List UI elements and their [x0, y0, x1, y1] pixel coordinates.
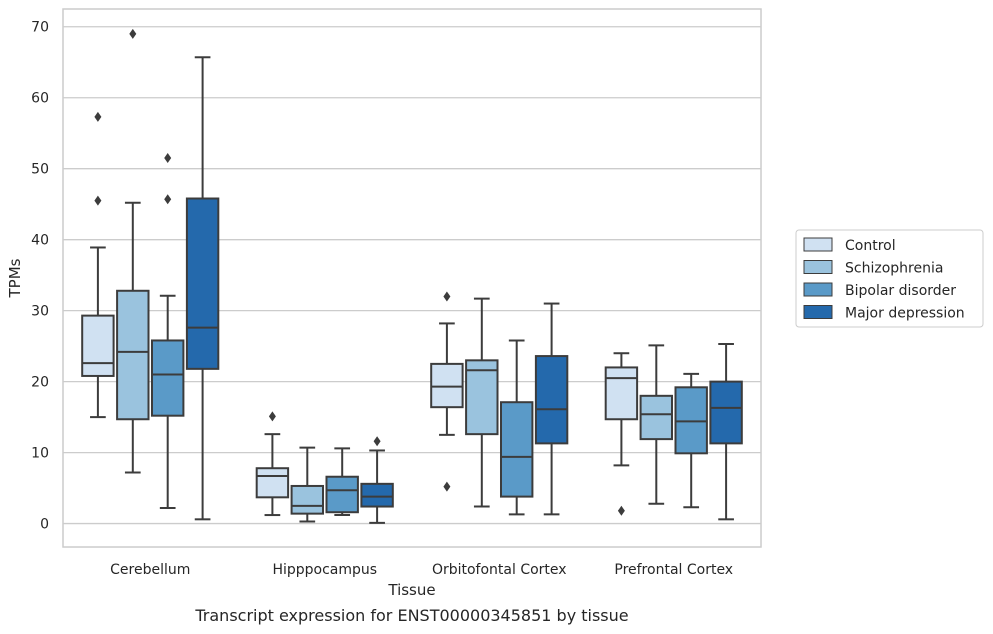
outlier-point — [443, 291, 451, 302]
box-iqr — [325, 475, 359, 514]
y-tick-label: 60 — [31, 91, 49, 107]
plot-frame — [62, 8, 762, 548]
x-tick-label: Hipppocampus — [272, 562, 377, 578]
box-iqr — [465, 359, 499, 436]
box-2-3 — [534, 302, 569, 516]
box-2-0 — [430, 291, 464, 492]
box-iqr — [499, 401, 534, 498]
outlier-point — [129, 28, 137, 39]
box-2-2 — [499, 339, 534, 516]
outlier-point — [373, 436, 381, 447]
box-3-2 — [674, 372, 708, 509]
box-0-2 — [150, 153, 185, 509]
x-tick-label: Orbitofontal Cortex — [432, 562, 567, 578]
y-tick-label: 70 — [31, 20, 49, 36]
outlier-point — [94, 195, 102, 206]
box-3-3 — [709, 343, 743, 521]
box-groups — [81, 28, 743, 524]
box-2-1 — [465, 297, 499, 508]
box-1-0 — [255, 411, 290, 517]
legend-label: Schizophrenia — [845, 261, 943, 277]
box-iqr — [255, 467, 290, 499]
y-tick-label: 30 — [31, 304, 49, 320]
box-iqr — [150, 339, 185, 417]
box-3-0 — [604, 352, 639, 516]
y-tick-label: 20 — [31, 375, 49, 391]
box-0-3 — [185, 56, 220, 521]
y-tick-label: 40 — [31, 233, 49, 249]
x-tick-label: Prefrontal Cortex — [614, 562, 733, 578]
box-1-3 — [360, 436, 394, 524]
box-iqr — [290, 484, 325, 515]
box-3-1 — [639, 344, 674, 505]
y-tick-label: 50 — [31, 162, 49, 178]
outlier-point — [164, 153, 172, 164]
legend-frame — [795, 229, 984, 328]
x-tick-label: Cerebellum — [110, 562, 190, 578]
legend: Control Schizophrenia Bipolar disorder Majo… — [795, 229, 984, 328]
legend-label: Major depression — [845, 306, 965, 322]
box-0-1 — [116, 28, 150, 474]
box-1-2 — [325, 447, 359, 517]
box-iqr — [81, 314, 115, 377]
box-1-1 — [290, 446, 325, 523]
outlier-point — [268, 411, 276, 422]
x-axis-label: Tissue — [387, 581, 435, 599]
box-iqr — [639, 394, 674, 441]
y-tick-label: 10 — [31, 446, 49, 462]
outlier-point — [617, 505, 625, 516]
chart-caption: Transcript expression for ENST0000034585… — [194, 606, 628, 625]
box-iqr — [185, 197, 220, 370]
legend-swatch — [803, 237, 833, 252]
legend-swatch — [803, 305, 833, 319]
box-iqr — [360, 482, 394, 508]
outlier-point — [443, 481, 451, 492]
box-iqr — [534, 355, 569, 445]
legend-swatch — [803, 260, 833, 274]
y-axis-ticks: 0 10 20 30 40 50 60 70 — [31, 20, 49, 533]
legend-swatch — [803, 282, 833, 297]
y-tick-label: 0 — [40, 517, 49, 533]
outlier-point — [164, 194, 172, 205]
box-iqr — [674, 386, 708, 455]
box-iqr — [116, 289, 150, 421]
box-0-0 — [81, 111, 115, 419]
box-iqr — [709, 380, 743, 445]
outlier-point — [94, 111, 102, 122]
y-axis-label: TPMs — [6, 258, 24, 298]
box-iqr — [604, 366, 639, 421]
legend-label: Control — [845, 238, 896, 254]
legend-label: Bipolar disorder — [845, 283, 956, 299]
box-iqr — [430, 362, 464, 409]
x-axis-ticks: Cerebellum Hipppocampus Orbitofontal Corte… — [110, 562, 733, 578]
